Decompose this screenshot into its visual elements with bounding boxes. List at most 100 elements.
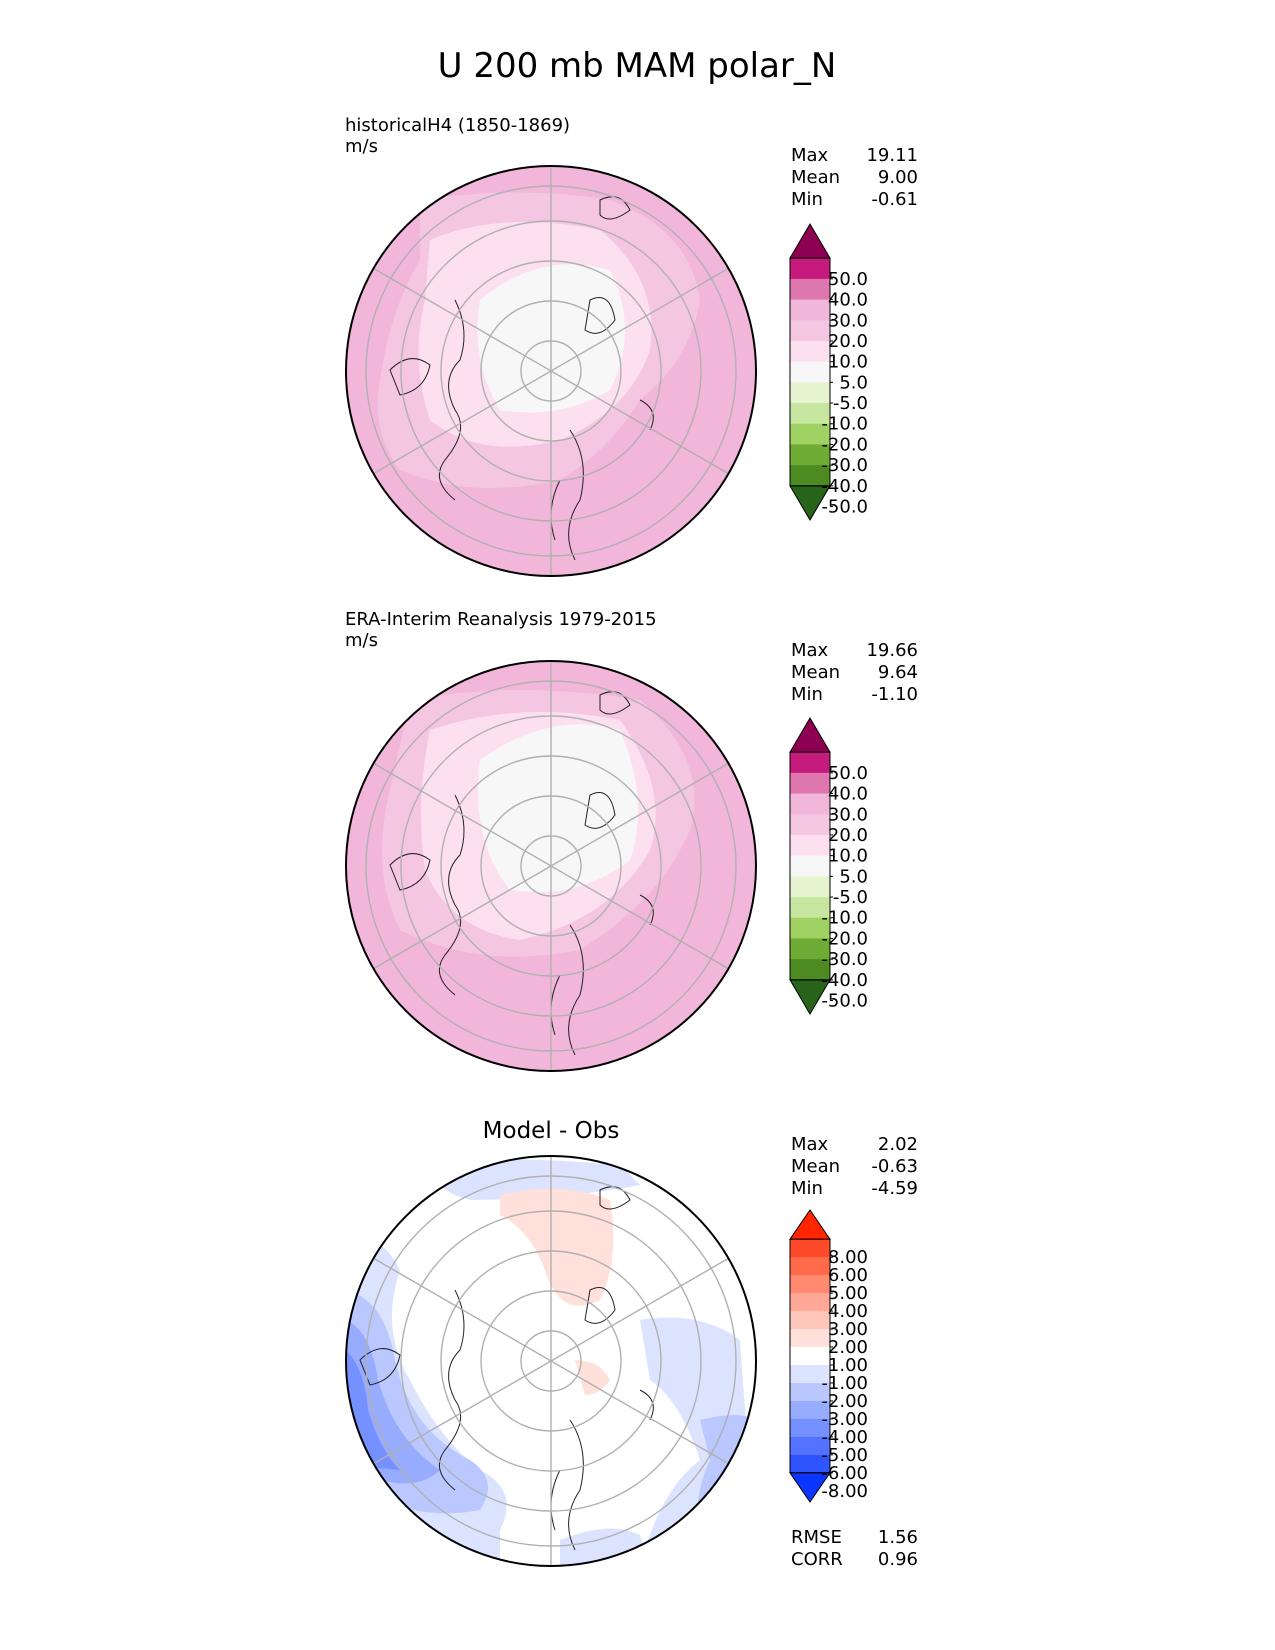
colorbar-tick-label: -8.00 [821, 1481, 868, 1502]
colorbar-swatches [789, 717, 831, 1015]
stat-label-max: Max [791, 1134, 829, 1155]
colorbar-frame [789, 1238, 831, 1474]
colorbar-tick-label: 5.00 [828, 1283, 868, 1304]
colorbar-swatch [790, 258, 830, 280]
colorbar-swatch [790, 814, 830, 836]
colorbar-swatch [790, 403, 830, 425]
error-stat-value-corr: 0.96 [878, 1549, 918, 1570]
colorbar-swatch [790, 1239, 830, 1258]
colorbar-tick-label: 6.00 [828, 1265, 868, 1286]
colorbar-tick-label: -20.0 [821, 434, 868, 455]
stat-value-min: -4.59 [871, 1178, 918, 1199]
field-region-plus1 [575, 1360, 610, 1395]
stat-label-mean: Mean [791, 1156, 840, 1177]
field-region-plus1 [500, 1188, 614, 1306]
stat-value-mean: 9.00 [878, 167, 918, 188]
colorbar-tick-label: -5.00 [821, 1445, 868, 1466]
colorbar-tick-label: 3.00 [828, 1319, 868, 1340]
colorbar-swatch [790, 444, 830, 466]
colorbar-tick-label: 30.0 [828, 310, 868, 331]
colorbar-tick-label: 5.0 [839, 372, 868, 393]
colorbar-tick-label: 40.0 [828, 290, 868, 311]
stat-value-min: -1.10 [871, 684, 918, 705]
colorbar-tick-label: 40.0 [828, 784, 868, 805]
stat-label-min: Min [791, 189, 823, 210]
colorbar-ticks: 8.006.005.004.003.002.001.00-1.00-2.00-3… [821, 1247, 868, 1502]
colorbar-tick-label: 20.0 [828, 331, 868, 352]
colorbar-tick-label: 2.00 [828, 1337, 868, 1358]
colorbar-swatch [790, 1418, 830, 1438]
stat-label-mean: Mean [791, 662, 840, 683]
colorbar-frame [789, 751, 831, 981]
panel-model: historicalH4 (1850-1869) m/s Max 19.11 M… [345, 115, 918, 577]
panel-title: historicalH4 (1850-1869) [345, 115, 570, 136]
colorbar-swatch [790, 917, 830, 939]
stat-value-max: 2.02 [878, 1134, 918, 1155]
colorbar-tick-label: -20.0 [821, 928, 868, 949]
colorbar-swatch [790, 465, 830, 487]
colorbar-swatch [790, 772, 830, 795]
colorbar-swatch [790, 423, 830, 445]
colorbar-tick-label: 10.0 [828, 846, 868, 867]
colorbar-swatch [790, 1400, 830, 1420]
colorbar-swatch [790, 1257, 830, 1276]
colorbar-tick-label: -50.0 [821, 497, 868, 518]
colorbar-swatch [790, 299, 830, 321]
graticule [365, 661, 737, 1071]
colorbar-ticks: 50.040.030.020.010.05.0-5.0-10.0-20.0-30… [821, 763, 868, 1012]
colorbar-swatch [790, 834, 830, 857]
colorbar-tick-label: -6.00 [821, 1463, 868, 1484]
colorbar-tick-label: 50.0 [828, 763, 868, 784]
colorbar-swatch [790, 793, 830, 815]
colorbar-tick-label: 4.00 [828, 1301, 868, 1322]
colorbar-swatch [790, 938, 830, 960]
colorbar-swatch [790, 382, 830, 404]
panel-units: m/s [345, 136, 378, 157]
colorbar-ticks: 50.040.030.020.010.05.0-5.0-10.0-20.0-30… [821, 269, 868, 518]
colorbar-swatch [790, 320, 830, 342]
colorbar-extend-max [789, 1209, 831, 1240]
stat-value-mean: 9.64 [878, 662, 918, 683]
colorbar-tick-label: -3.00 [821, 1409, 868, 1430]
colorbar-tick-label: -30.0 [821, 455, 868, 476]
colorbar-tick-label: -40.0 [821, 476, 868, 497]
colorbar-tick-label: -1.00 [821, 1373, 868, 1394]
colorbar-swatch [790, 1364, 830, 1384]
colorbar-extend-max [789, 223, 831, 259]
colorbar-swatch [790, 1382, 830, 1402]
colorbar-swatch [790, 1275, 830, 1294]
stat-value-max: 19.66 [866, 640, 918, 661]
figure-title: U 200 mb MAM polar_N [438, 46, 837, 86]
stat-label-max: Max [791, 640, 829, 661]
error-stat-value-rmse: 1.56 [878, 1527, 918, 1548]
colorbar-tick-label: 8.00 [828, 1247, 868, 1268]
colorbar-swatch [790, 897, 830, 919]
panel-units: m/s [345, 630, 378, 651]
colorbar-swatch [790, 959, 830, 981]
colorbar-extend-max [789, 717, 831, 753]
colorbar-tick-label: -30.0 [821, 949, 868, 970]
colorbar-tick-label: 20.0 [828, 825, 868, 846]
colorbar-tick-label: -10.0 [821, 414, 868, 435]
colorbar-swatch [790, 361, 830, 383]
stat-label-min: Min [791, 1178, 823, 1199]
map-boundary [345, 660, 757, 1072]
colorbar-tick-label: -40.0 [821, 970, 868, 991]
colorbar: 8.006.005.004.003.002.001.00-1.00-2.00-3… [789, 1209, 868, 1503]
colorbar-swatch [790, 1347, 830, 1366]
colorbar-swatch [790, 1436, 830, 1456]
stat-value-max: 19.11 [866, 145, 918, 166]
map-boundary [345, 1155, 757, 1567]
colorbar-swatch [790, 278, 830, 301]
colorbar-swatch [790, 752, 830, 774]
field-region-minus2 [696, 1415, 756, 1566]
colorbar-tick-label: 5.0 [839, 866, 868, 887]
colorbar: 50.040.030.020.010.05.0-5.0-10.0-20.0-30… [789, 223, 868, 521]
stat-label-max: Max [791, 145, 829, 166]
error-stat-label-rmse: RMSE [791, 1527, 842, 1548]
colorbar-tick-label: 10.0 [828, 352, 868, 373]
stat-label-mean: Mean [791, 167, 840, 188]
colorbar-swatches [789, 223, 831, 521]
colorbar-tick-label: -5.0 [833, 887, 868, 908]
